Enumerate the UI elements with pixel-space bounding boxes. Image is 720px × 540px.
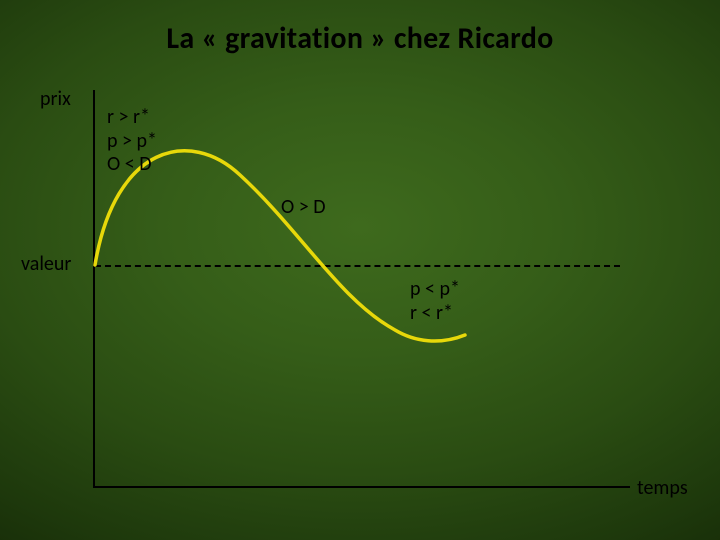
page-title: La « gravitation » chez Ricardo: [0, 20, 720, 57]
y-axis-label: prix: [40, 88, 71, 112]
baseline-dashed: [95, 265, 620, 267]
upper-block-label: r > r* p > p* O < D: [107, 106, 157, 177]
x-axis-line: [93, 486, 630, 488]
lower-block-label: p < p* r < r*: [410, 278, 460, 325]
baseline-label: valeur: [21, 253, 71, 277]
x-axis-label: temps: [637, 477, 688, 501]
mid-right-label: O > D: [281, 196, 326, 220]
y-axis-line: [93, 90, 95, 488]
price-curve: [0, 0, 720, 540]
